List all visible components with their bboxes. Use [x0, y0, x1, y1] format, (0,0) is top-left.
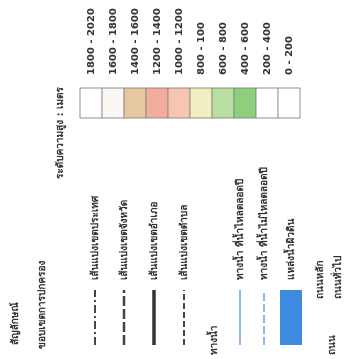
elevation-label: 200 - 400: [262, 22, 273, 75]
legend-title: สัญลักษณ์: [9, 302, 21, 345]
section-heading: ขอบเขตการปกครอง: [36, 261, 48, 349]
item-label: เส้นแบ่งเขตตำบล: [178, 205, 190, 280]
elevation-label: 1600 - 1800: [108, 8, 119, 75]
elevation-label: 1000 - 1200: [174, 8, 185, 75]
elevation-label: 1200 - 1400: [152, 8, 163, 75]
item-label: เส้นแบ่งเขตจังหวัด: [118, 200, 130, 280]
item-label: ถนนหลัก: [314, 260, 326, 299]
elevation-swatch: [233, 87, 257, 119]
elevation-label: 1800 - 2020: [86, 8, 97, 75]
elevation-title: ระดับความสูง : เมตร: [54, 86, 67, 179]
elevation-label: 400 - 600: [240, 22, 251, 75]
elevation-label: 800 - 100: [196, 22, 207, 75]
elevation-label: 0 - 200: [284, 36, 295, 75]
item-label: เส้นแบ่งเขตอำเภอ: [148, 202, 160, 280]
item-label: แหล่งน้ำผิวดิน: [283, 219, 297, 280]
section-heading: ทางน้ำ: [206, 325, 220, 355]
elevation-swatch: [167, 87, 191, 119]
elevation-swatch: [123, 87, 147, 119]
elevation-swatch: [255, 87, 279, 119]
elevation-label: 600 - 800: [218, 22, 229, 75]
elevation-swatch: [101, 87, 125, 119]
elevation-swatch: [211, 87, 235, 119]
item-label: ทางน้ำ ที่น้ำไหลตลอดปี: [232, 179, 246, 280]
elevation-swatch: [277, 87, 301, 119]
item-label: ถนนทั่วไป: [330, 256, 344, 299]
item-label: ทางน้ำ ที่น้ำไม่ไหลตลอดปี: [256, 167, 270, 280]
elevation-swatch: [189, 87, 213, 119]
elevation-label: 1400 - 1600: [130, 8, 141, 75]
section-heading: ถนน: [327, 335, 338, 355]
elevation-swatch: [79, 87, 103, 119]
elevation-swatch: [145, 87, 169, 119]
surface-water: [280, 290, 302, 345]
item-label: เส้นแบ่งเขตประเทศ: [89, 195, 101, 280]
